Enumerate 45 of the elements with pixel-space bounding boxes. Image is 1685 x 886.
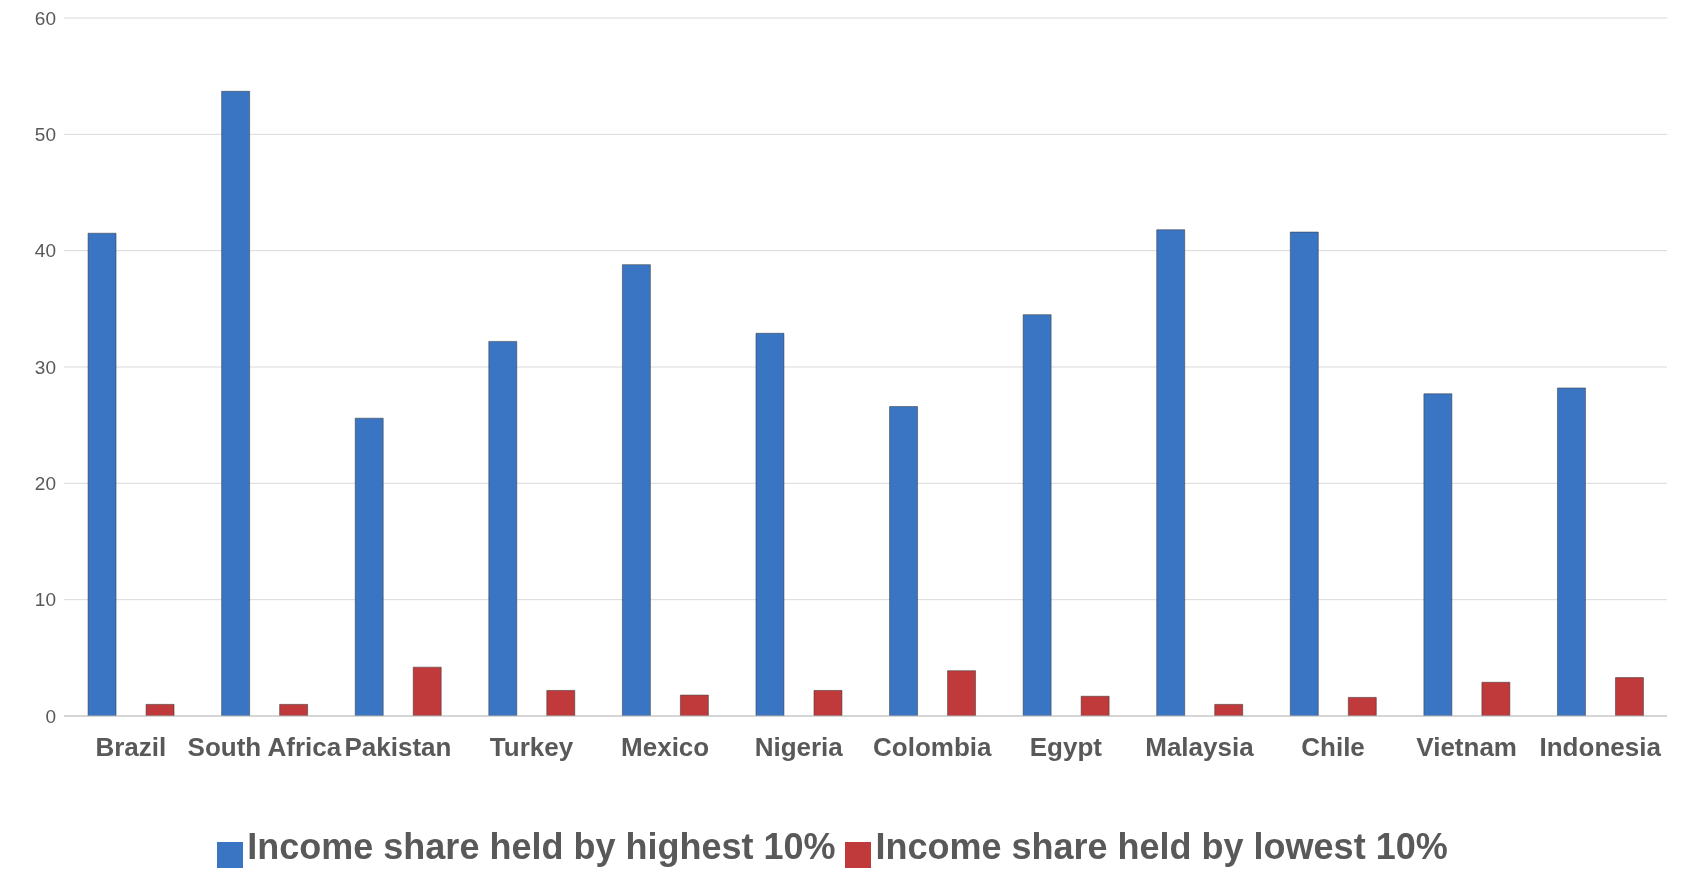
legend-label: Income share held by highest 10% [247, 826, 836, 867]
x-tick-label: Pakistan [344, 732, 452, 763]
y-tick-label: 20 [34, 473, 56, 495]
x-tick-label: Vietnam [1416, 732, 1517, 763]
bar [1615, 677, 1644, 716]
y-tick-label: 30 [34, 356, 56, 378]
bar [1423, 393, 1453, 716]
bar [145, 704, 175, 716]
bar [1214, 704, 1243, 716]
bar [1481, 682, 1511, 716]
bar [279, 704, 308, 716]
bar [755, 333, 785, 716]
bar [889, 406, 918, 716]
x-tick-label: Nigeria [754, 732, 844, 763]
y-tick-label: 10 [34, 589, 56, 611]
bar [1080, 695, 1110, 716]
y-tick-label: 40 [34, 240, 56, 262]
x-tick-label: Egypt [1029, 732, 1103, 763]
x-tick-label: Chile [1301, 732, 1365, 763]
bar [813, 690, 843, 716]
bar [947, 670, 976, 716]
bar [354, 417, 384, 716]
bar [221, 91, 250, 716]
x-tick-label: Indonesia [1539, 732, 1662, 763]
bar [412, 666, 442, 716]
bar [546, 690, 576, 716]
y-tick-label: 50 [34, 124, 56, 146]
x-tick-label: Mexico [621, 732, 710, 763]
x-tick-label: Turkey [489, 732, 574, 763]
y-tick-label: 0 [45, 705, 56, 727]
bar [1022, 314, 1052, 716]
bar [622, 264, 651, 716]
x-tick-label: Brazil [95, 732, 167, 763]
x-tick-label: Malaysia [1145, 732, 1255, 763]
bar [680, 694, 709, 716]
bar [1557, 387, 1586, 716]
y-tick-label: 60 [34, 7, 56, 29]
bar [488, 341, 518, 716]
bar [1290, 231, 1319, 716]
legend-label: Income share held by lowest 10% [875, 826, 1448, 867]
bar [1156, 229, 1185, 716]
x-tick-label: South Africa [187, 732, 342, 763]
x-tick-label: Colombia [873, 732, 993, 763]
bar [1348, 697, 1377, 716]
bar [87, 232, 117, 716]
